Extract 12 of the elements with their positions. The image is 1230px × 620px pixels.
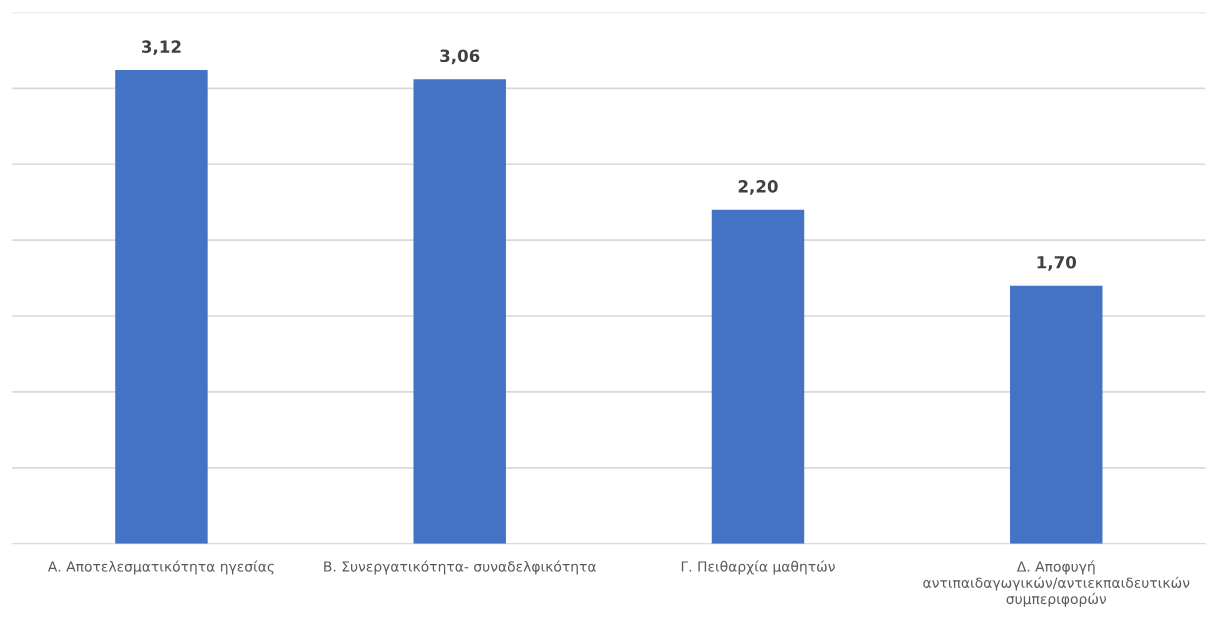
bar xyxy=(115,70,208,544)
x-tick-label: Β. Συνεργατικότητα- συναδελφικότητα xyxy=(324,560,596,575)
x-tick-label: Α. Αποτελεσματικότητα ηγεσίας xyxy=(47,560,274,575)
data-label: 1,70 xyxy=(1037,255,1077,271)
data-label: 2,20 xyxy=(738,180,778,195)
x-tick-label: Δ. Αποφυγή αντιπαιδαγωγικών/αντιεκπαιδευτικών συμπεριφορών xyxy=(923,560,1190,607)
bar xyxy=(413,79,506,544)
bar xyxy=(1010,285,1103,544)
data-label: 3,12 xyxy=(141,40,181,56)
bar xyxy=(711,209,805,544)
data-label: 3,06 xyxy=(440,49,480,65)
x-tick-label: Γ. Πειθαρχία μαθητών xyxy=(681,560,835,575)
